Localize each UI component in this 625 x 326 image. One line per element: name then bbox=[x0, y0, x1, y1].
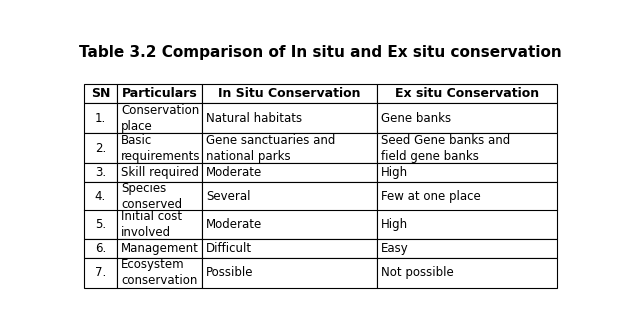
Bar bbox=[202, 84, 377, 103]
Bar bbox=[377, 163, 557, 182]
Text: Conservation
place: Conservation place bbox=[121, 104, 199, 133]
Bar bbox=[117, 258, 202, 288]
Bar bbox=[202, 103, 377, 133]
Bar bbox=[117, 182, 202, 239]
Bar bbox=[117, 163, 202, 182]
Text: 4.: 4. bbox=[95, 190, 106, 203]
Bar bbox=[117, 103, 202, 133]
Text: 7.: 7. bbox=[95, 266, 106, 279]
Text: Not possible: Not possible bbox=[381, 266, 454, 279]
Bar bbox=[202, 133, 377, 163]
Bar bbox=[84, 258, 117, 288]
Text: Ex situ Conservation: Ex situ Conservation bbox=[395, 87, 539, 100]
Text: 1.: 1. bbox=[95, 112, 106, 125]
Text: Gene banks: Gene banks bbox=[381, 112, 451, 125]
Bar bbox=[377, 239, 557, 258]
Text: Moderate: Moderate bbox=[206, 218, 262, 231]
Bar bbox=[377, 103, 557, 133]
Text: High: High bbox=[381, 166, 408, 179]
Text: 2.: 2. bbox=[95, 142, 106, 155]
Text: Initial cost
involved: Initial cost involved bbox=[121, 210, 182, 239]
Bar bbox=[84, 163, 117, 182]
Text: High: High bbox=[381, 218, 408, 231]
Text: Difficult: Difficult bbox=[206, 242, 252, 255]
Text: 5.: 5. bbox=[95, 218, 106, 231]
Bar bbox=[377, 182, 557, 239]
Text: Gene sanctuaries and
national parks: Gene sanctuaries and national parks bbox=[206, 134, 336, 163]
Text: Skill required: Skill required bbox=[121, 166, 199, 179]
Bar bbox=[117, 239, 202, 258]
Text: SN: SN bbox=[91, 87, 110, 100]
Bar bbox=[377, 84, 557, 103]
Text: Management: Management bbox=[121, 242, 199, 255]
Bar bbox=[202, 258, 377, 288]
Bar bbox=[377, 133, 557, 163]
Text: Possible: Possible bbox=[206, 266, 254, 279]
Text: Several: Several bbox=[206, 190, 251, 203]
Bar bbox=[117, 133, 202, 163]
Bar bbox=[202, 239, 377, 258]
Text: Easy: Easy bbox=[381, 242, 409, 255]
Bar bbox=[84, 103, 117, 133]
Text: Few at one place: Few at one place bbox=[381, 190, 481, 203]
Bar bbox=[117, 84, 202, 103]
Bar bbox=[202, 163, 377, 182]
Text: In Situ Conservation: In Situ Conservation bbox=[218, 87, 361, 100]
Text: 3.: 3. bbox=[95, 166, 106, 179]
Text: Seed Gene banks and
field gene banks: Seed Gene banks and field gene banks bbox=[381, 134, 510, 163]
Text: Natural habitats: Natural habitats bbox=[206, 112, 302, 125]
Text: Basic
requirements: Basic requirements bbox=[121, 134, 201, 163]
Text: Table 3.2 Comparison of In situ and Ex situ conservation: Table 3.2 Comparison of In situ and Ex s… bbox=[79, 45, 562, 60]
Bar bbox=[377, 258, 557, 288]
Text: Species
conserved: Species conserved bbox=[121, 182, 182, 211]
Bar bbox=[84, 239, 117, 258]
Text: Particulars: Particulars bbox=[122, 87, 198, 100]
Bar bbox=[202, 182, 377, 239]
Text: 6.: 6. bbox=[95, 242, 106, 255]
Bar bbox=[84, 133, 117, 163]
Bar bbox=[84, 182, 117, 239]
Bar bbox=[84, 84, 117, 103]
Text: Moderate: Moderate bbox=[206, 166, 262, 179]
Text: Ecosystem
conservation: Ecosystem conservation bbox=[121, 258, 198, 287]
